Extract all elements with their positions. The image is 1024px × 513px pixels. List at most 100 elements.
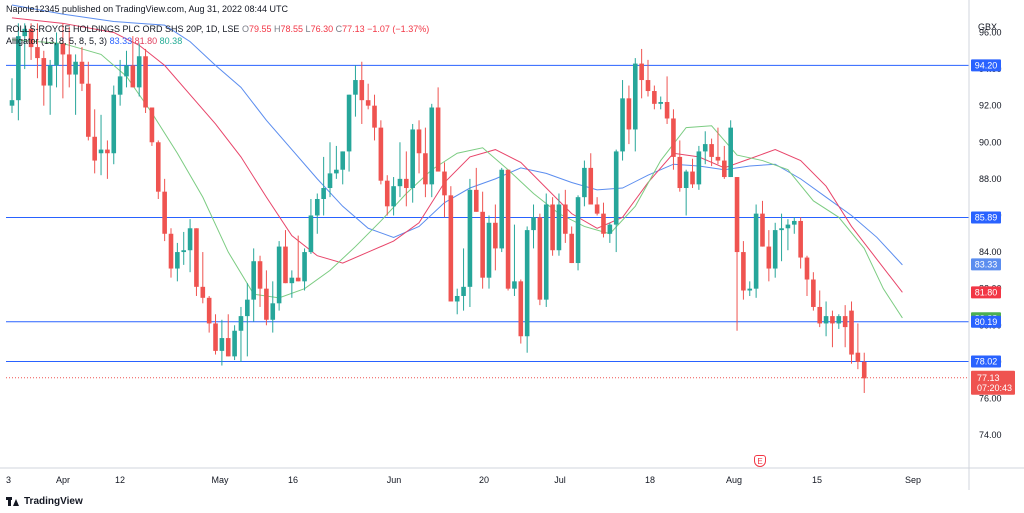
candle-body bbox=[677, 156, 683, 189]
alligator-jaw-line bbox=[11, 4, 903, 266]
candle bbox=[766, 230, 772, 282]
candle bbox=[836, 314, 842, 329]
alligator-lines bbox=[11, 4, 903, 319]
time-tick-label: Aug bbox=[726, 475, 742, 485]
time-tick-label: May bbox=[211, 475, 229, 485]
candle-body bbox=[92, 136, 97, 161]
time-tick-label: 18 bbox=[645, 475, 655, 485]
candle-body bbox=[365, 100, 371, 106]
candle-body bbox=[404, 178, 409, 189]
candle bbox=[130, 36, 136, 88]
candle bbox=[594, 197, 600, 216]
candle bbox=[632, 58, 638, 152]
candle-body bbox=[791, 220, 797, 225]
candle-body bbox=[543, 204, 549, 300]
candle bbox=[98, 114, 104, 176]
candle bbox=[378, 120, 384, 185]
time-tick-label: 15 bbox=[812, 475, 822, 485]
candle-body bbox=[423, 153, 428, 185]
last-price-bg bbox=[971, 370, 1015, 395]
candle bbox=[270, 281, 276, 333]
candle-body bbox=[200, 286, 206, 298]
candle bbox=[747, 281, 753, 296]
candle-body bbox=[461, 286, 466, 296]
candle bbox=[340, 151, 346, 185]
candle bbox=[35, 23, 40, 79]
candle-body bbox=[626, 98, 632, 130]
candle-body bbox=[722, 160, 727, 178]
price-tag-level: 80.19 bbox=[971, 315, 1001, 328]
candle bbox=[429, 103, 435, 198]
candle bbox=[73, 54, 78, 115]
candle-body bbox=[556, 204, 562, 251]
candle-body bbox=[270, 303, 276, 320]
candle bbox=[467, 178, 473, 307]
candle bbox=[372, 94, 377, 141]
candle-body bbox=[219, 338, 225, 351]
candle-body bbox=[575, 197, 581, 264]
candle bbox=[206, 295, 212, 333]
time-tick-label: Sep bbox=[905, 475, 921, 485]
price-tag-bg bbox=[971, 355, 1001, 368]
candle bbox=[493, 204, 498, 271]
candle bbox=[690, 158, 695, 189]
price-tick-label: 88.00 bbox=[979, 174, 1002, 184]
axes: 96.0094.0092.0090.0088.0086.0084.0082.00… bbox=[0, 0, 1024, 490]
price-tag-text: 78.02 bbox=[975, 356, 998, 366]
candle bbox=[842, 305, 848, 348]
candle-body bbox=[671, 118, 676, 157]
candle bbox=[359, 61, 365, 124]
candle-body bbox=[429, 107, 435, 185]
candle bbox=[124, 50, 129, 88]
price-tick-label: 84.00 bbox=[979, 247, 1002, 257]
candle bbox=[772, 222, 778, 278]
candle bbox=[861, 352, 867, 393]
alligator-legend[interactable]: Alligator (13, 8, 5, 8, 5, 3) 83.33 81.8… bbox=[6, 36, 182, 46]
candle bbox=[404, 151, 409, 207]
candle bbox=[334, 145, 339, 179]
price-tag-bg bbox=[971, 258, 1001, 271]
candle-body bbox=[384, 180, 390, 207]
candle bbox=[225, 314, 231, 357]
candle bbox=[149, 107, 155, 146]
candle bbox=[245, 283, 250, 357]
earnings-marker[interactable]: E bbox=[754, 455, 766, 467]
candle-body bbox=[232, 330, 237, 357]
candle-body bbox=[302, 252, 307, 282]
candle-body bbox=[130, 65, 136, 88]
candle bbox=[702, 131, 708, 165]
candle-body bbox=[861, 361, 867, 379]
candle-body bbox=[849, 310, 854, 355]
candle bbox=[715, 127, 721, 165]
candle bbox=[295, 235, 301, 282]
candle bbox=[111, 85, 117, 165]
candle bbox=[696, 145, 702, 190]
candle bbox=[28, 23, 34, 60]
candle-body bbox=[467, 189, 473, 287]
low-label: L bbox=[305, 24, 311, 34]
time-tick-label: Jul bbox=[554, 475, 566, 485]
price-tag-bg bbox=[971, 315, 1001, 328]
candle-body bbox=[690, 171, 695, 185]
teeth-value: 81.80 bbox=[134, 36, 158, 46]
candle bbox=[728, 120, 733, 178]
candle bbox=[168, 228, 174, 278]
tradingview-footer[interactable]: TradingView bbox=[6, 496, 83, 507]
candle bbox=[804, 255, 810, 296]
candle-body bbox=[588, 167, 594, 205]
candle bbox=[486, 215, 492, 289]
currency-label: GBX bbox=[978, 22, 998, 32]
candle bbox=[60, 23, 66, 99]
candle-body bbox=[512, 281, 517, 289]
symbol-legend: ROLLS-ROYCE HOLDINGS PLC ORD SHS 20P, 1D… bbox=[6, 24, 429, 34]
price-tag-teeth: 81.80 bbox=[971, 286, 1001, 299]
candle bbox=[327, 142, 333, 198]
candle-body bbox=[804, 257, 810, 280]
candle bbox=[22, 23, 28, 70]
candle-body bbox=[683, 171, 689, 189]
candle bbox=[16, 23, 21, 121]
candle-body bbox=[601, 213, 606, 234]
candle bbox=[365, 83, 371, 110]
